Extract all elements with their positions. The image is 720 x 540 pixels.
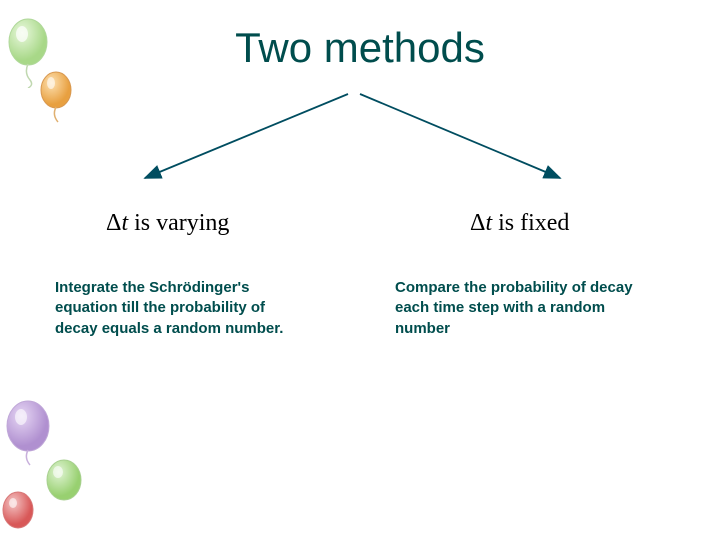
formula-rest-left: is varying xyxy=(128,210,229,236)
formula-varying: Δt is varying xyxy=(106,210,229,237)
delta-symbol-left: Δ xyxy=(106,210,121,236)
method-varying-description: Integrate the Schrödinger's equation til… xyxy=(55,278,305,339)
formula-rest-right: is fixed xyxy=(492,210,569,236)
balloon-red-bottom xyxy=(0,490,40,540)
slide-title: Two methods xyxy=(0,24,720,72)
delta-symbol-right: Δ xyxy=(470,210,485,236)
branching-arrows xyxy=(0,88,720,198)
formula-fixed: Δt is fixed xyxy=(470,210,569,237)
method-fixed-description: Compare the probability of decay each ti… xyxy=(395,278,645,339)
balloon-green-bottom xyxy=(44,458,89,518)
